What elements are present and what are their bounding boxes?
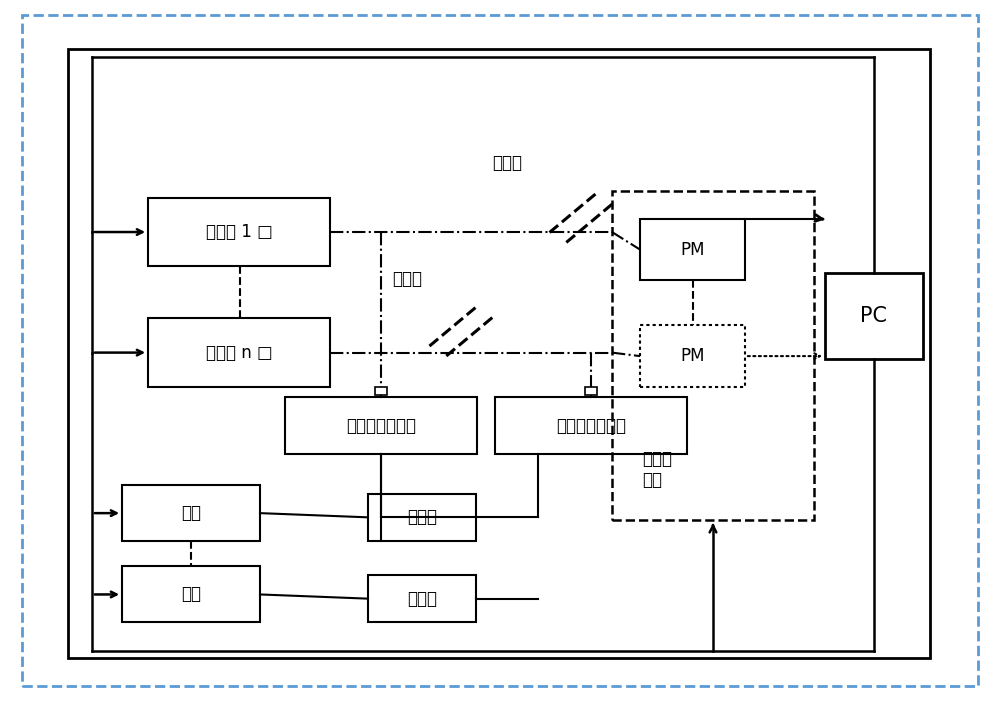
Bar — [122, 485, 260, 541]
Text: 分光镜: 分光镜 — [492, 154, 522, 172]
Text: PC: PC — [860, 306, 888, 326]
Bar — [285, 397, 477, 454]
Bar — [148, 318, 330, 387]
Text: 电动平
移台: 电动平 移台 — [642, 450, 672, 489]
Bar — [825, 273, 923, 359]
Bar — [375, 387, 387, 395]
Bar — [495, 397, 687, 454]
Bar — [585, 387, 597, 395]
Text: 申源: 申源 — [181, 504, 201, 522]
Text: 激光器 n □: 激光器 n □ — [206, 343, 272, 362]
Text: 分光镜: 分光镜 — [392, 270, 422, 288]
Text: 主电控制电路板: 主电控制电路板 — [346, 416, 416, 435]
Bar — [368, 494, 476, 541]
Bar — [640, 325, 745, 387]
Text: 主电控制电路板: 主电控制电路板 — [556, 416, 626, 435]
Bar — [368, 575, 476, 622]
Text: 继电器: 继电器 — [407, 590, 437, 608]
Bar — [612, 191, 814, 520]
Bar — [122, 566, 260, 622]
Text: 电源: 电源 — [181, 585, 201, 604]
Bar — [68, 49, 930, 658]
Text: 激光器 1 □: 激光器 1 □ — [206, 223, 272, 241]
Bar — [640, 219, 745, 280]
Bar — [148, 198, 330, 266]
Text: PM: PM — [680, 347, 705, 365]
Text: PM: PM — [680, 240, 705, 259]
Text: 继电器: 继电器 — [407, 508, 437, 526]
